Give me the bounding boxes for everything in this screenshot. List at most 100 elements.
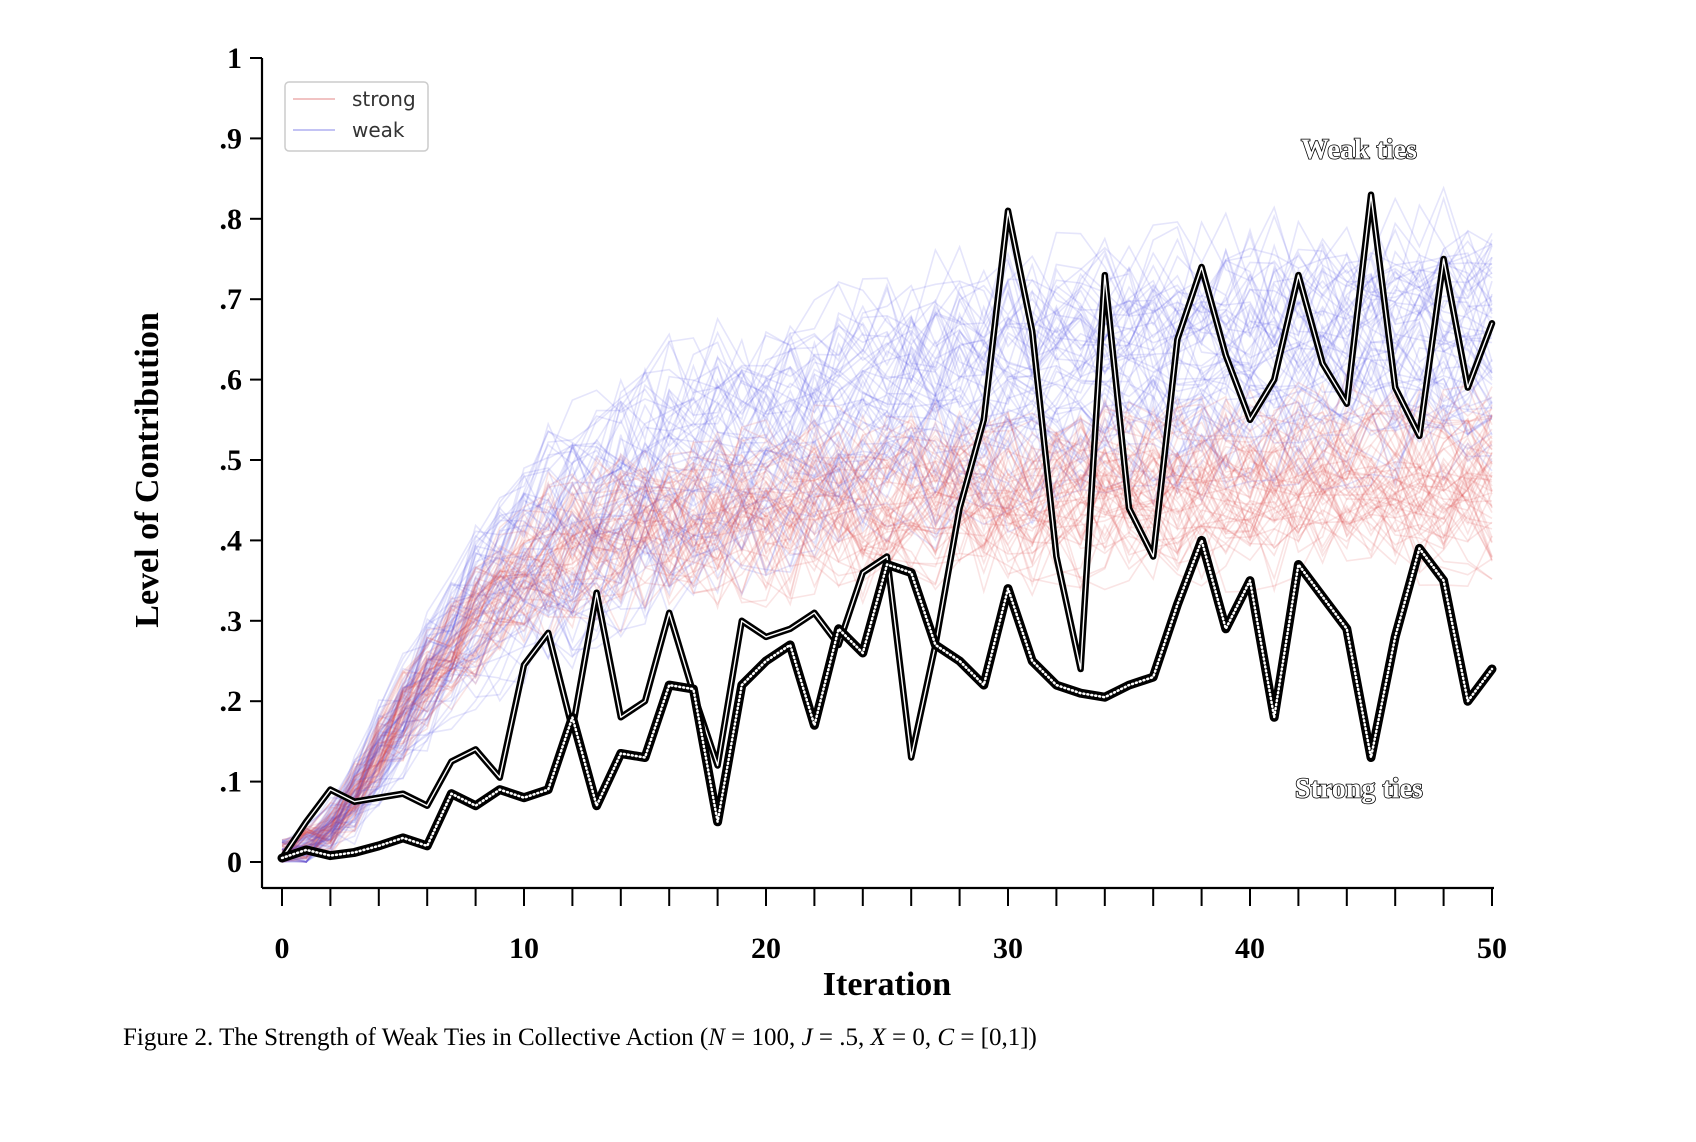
weak-trajectory-line [281,294,1493,863]
weak-trajectory-line [281,244,1493,862]
weak-trajectory-line [281,230,1493,844]
legend-box [284,81,429,152]
strong-trajectory-line [281,426,1493,859]
strong-trajectory-line [281,444,1493,846]
x-tick-label: 30 [993,932,1023,965]
strong-trajectory-line [281,416,1493,852]
weak-trajectory-line [281,341,1493,841]
x-axis-title: Iteration [823,966,952,1003]
strong-trajectory-line [281,402,1493,852]
weak-trajectory-line [281,332,1493,863]
y-axis-title: Level of Contribution [129,312,166,628]
highlighted-series [277,191,1497,863]
weak-trajectory-line [281,331,1493,863]
caption-n-val: = 100, [724,1024,802,1051]
weak-trajectory-line [281,256,1493,851]
strong-trajectory-line [281,486,1493,863]
annotation-strong-ties: Strong ties [1295,774,1423,805]
strong-trajectory-line [281,440,1493,863]
weak-trajectory-line [281,391,1493,863]
caption-n-var: N [708,1024,725,1051]
caption-j-var: J [801,1024,813,1051]
weak-trajectory-line [281,219,1493,858]
weak-trajectory-line [281,273,1493,851]
strong-trajectory-line [281,415,1493,841]
weak-trajectory-line [281,211,1493,858]
weak-trajectory-line [281,377,1493,864]
strong-trajectory-line [281,460,1493,855]
weak-trajectory-line [281,239,1493,851]
weak-trajectory-line [281,265,1493,849]
y-tick-label: .4 [220,524,243,557]
annotation-weak-ties: Weak ties [1301,135,1417,166]
x-tick-label: 50 [1477,932,1507,965]
weak-trajectory-line [281,195,1493,843]
annotations: Weak ties Strong ties [1294,134,1424,806]
weak-trajectory-line [281,378,1493,863]
weak-trajectory-line [281,255,1493,857]
caption-prefix: Figure 2. The Strength of Weak Ties in C… [123,1024,709,1051]
strong-trajectory-line [281,470,1493,863]
strong-trajectory-line [281,433,1493,863]
x-tick-label: 40 [1235,932,1265,965]
x-tick-label: 10 [509,932,539,965]
weak-trajectory-line [281,384,1493,856]
y-tick-label: .5 [220,444,243,477]
weak-trajectory-line [281,374,1493,858]
weak-trajectory-line [281,247,1493,852]
weak-trajectory-line [281,387,1493,863]
weak-trajectory-line [281,372,1493,863]
weak-trajectory-line [281,345,1493,858]
weak-trajectory-line [281,240,1493,863]
caption-c-var: C [937,1024,955,1051]
strong-trajectory-line [281,436,1493,852]
strong-trajectory-line [281,389,1493,860]
axes: 0.1.2.3.4.5.6.7.8.910 10 20 30 40 50Iteration… [129,42,1507,1003]
strong-trajectory-line [281,414,1493,847]
y-tick-label: .6 [220,364,243,397]
y-tick-label: .2 [220,685,243,718]
strong-trajectory-line [281,412,1493,855]
weak-trajectory-line [281,302,1493,857]
strong-trajectory-line [281,448,1493,854]
strong-trajectory-line [281,449,1493,858]
strong-trajectory-line [281,500,1493,863]
strong-trajectory-line [281,450,1493,862]
weak-trajectory-line [281,262,1493,861]
strong-trajectory-line [281,446,1493,852]
caption-x-val: = 0, [885,1024,938,1051]
strong-trajectory-line [281,433,1493,851]
strong-trajectory-line [281,414,1493,843]
weak-trajectory-line [281,321,1493,863]
strong-trajectory-line [281,447,1493,852]
ensemble-lines [281,185,1493,864]
y-tick-label: .7 [220,283,243,316]
x-tick-label: 0 [275,932,290,965]
strong-trajectory-line [281,497,1493,858]
series-line-strong-ties [280,539,1494,860]
weak-trajectory-line [281,333,1493,846]
x-tick-label: 20 [751,932,781,965]
y-tick-label: 1 [227,42,242,75]
weak-trajectory-line [281,328,1493,864]
strong-trajectory-line [281,392,1493,863]
strong-trajectory-line [281,437,1493,854]
legend-label-strong: strong [352,87,416,111]
strong-trajectory-line [281,498,1493,863]
weak-trajectory-line [281,293,1493,845]
weak-trajectory-line [281,338,1493,863]
strong-trajectory-line [281,404,1493,863]
strong-trajectory-line [281,393,1493,847]
weak-trajectory-line [281,362,1493,863]
y-tick-label: .3 [220,605,243,638]
weak-trajectory-line [281,203,1493,863]
weak-trajectory-line [281,347,1493,853]
strong-trajectory-line [281,411,1493,846]
y-tick-label: .9 [220,122,243,155]
caption-x-var: X [870,1024,886,1051]
weak-trajectory-line [281,404,1493,852]
strong-trajectory-line [281,404,1493,859]
strong-trajectory-line [281,476,1493,845]
y-tick-label: .1 [220,766,243,799]
